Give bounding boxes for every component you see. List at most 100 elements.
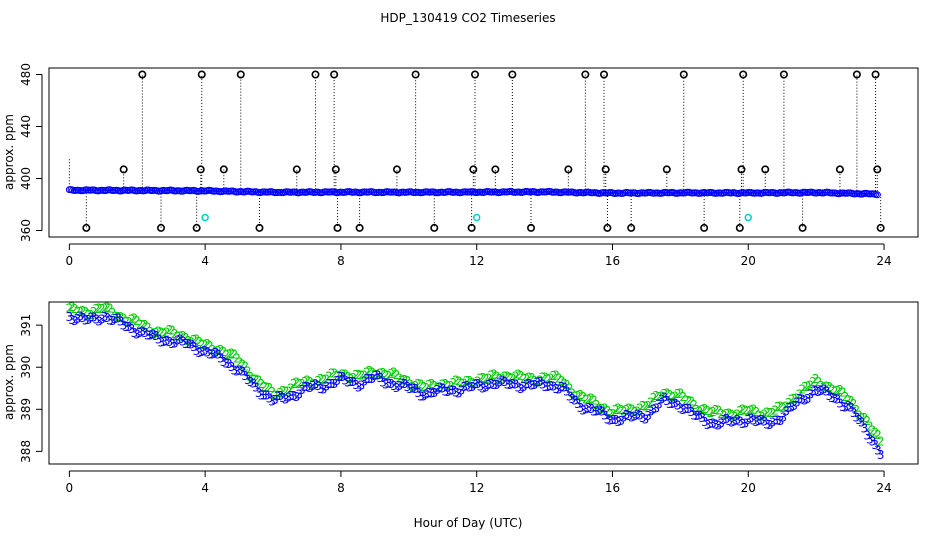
bottom-y-tick-label: 391 (19, 314, 33, 337)
bottom-series-2-point: 2 (807, 379, 815, 393)
top-spike-marker (491, 165, 500, 174)
bottom-series-3-point: 3 (458, 384, 466, 398)
bottom-series-3-point: 3 (358, 378, 366, 392)
bottom-series-3-point: 3 (368, 372, 376, 386)
bottom-series-2-point: 2 (74, 305, 82, 319)
bottom-series-2-point: 2 (785, 396, 793, 410)
bottom-series-3-point: 3 (766, 418, 774, 432)
bottom-series-2-point: 2 (222, 348, 230, 362)
bottom-series-2-point: 2 (547, 372, 555, 386)
bottom-series-2-point: 2 (604, 404, 612, 418)
bottom-series-3-point: 3 (574, 397, 582, 411)
bottom-series-3-point: 3 (382, 377, 390, 391)
top-spike-marker (873, 165, 882, 174)
bottom-series-2-point: 2 (133, 314, 141, 328)
bottom-series-2-point: 2 (831, 385, 839, 399)
bottom-series-2-point: 2 (658, 390, 666, 404)
bottom-series-3-point: 3 (233, 365, 241, 379)
bottom-series-2-point: 2 (71, 302, 79, 316)
bottom-series-3-point: 3 (636, 408, 644, 422)
bottom-series-2-point: 2 (452, 374, 460, 388)
bottom-series-2-point: 2 (401, 373, 409, 387)
bottom-series-2-point: 2 (136, 317, 144, 331)
bottom-series-2-point: 2 (439, 378, 447, 392)
bottom-series-3-point: 3 (798, 392, 806, 406)
bottom-series-2-point: 2 (214, 344, 222, 358)
bottom-series-3-point: 3 (125, 320, 133, 334)
bottom-series-2-point: 2 (633, 405, 641, 419)
bottom-series-3-point: 3 (555, 382, 563, 396)
bottom-series-3-point: 3 (317, 382, 325, 396)
bottom-series-3-point: 3 (625, 409, 633, 423)
bottom-series-3-point: 3 (355, 380, 363, 394)
bottom-series-2-point: 2 (766, 406, 774, 420)
bottom-series-3-point: 3 (715, 418, 723, 432)
bottom-series-3-point: 3 (496, 375, 504, 389)
bottom-series-2-point: 2 (328, 366, 336, 380)
bottom-series-3-point: 3 (141, 326, 149, 340)
bottom-series-3-point: 3 (387, 377, 395, 391)
bottom-series-3-point: 3 (152, 329, 160, 343)
bottom-series-2-point: 2 (147, 325, 155, 339)
bottom-series-3-point: 3 (712, 418, 720, 432)
bottom-series-3-point: 3 (328, 377, 336, 391)
bottom-series-3-point: 3 (431, 386, 439, 400)
top-spike-marker (292, 165, 301, 174)
bottom-series-3-point: 3 (517, 382, 525, 396)
bottom-series-3-point: 3 (487, 377, 495, 391)
bottom-series-2-point: 2 (190, 333, 198, 347)
bottom-series-2-point: 2 (479, 371, 487, 385)
bottom-x-tick-label: 12 (469, 481, 484, 495)
bottom-series-2-point: 2 (447, 379, 455, 393)
bottom-series-2-point: 2 (228, 346, 236, 360)
bottom-series-3-point: 3 (590, 404, 598, 418)
bottom-series-2-point: 2 (528, 371, 536, 385)
bottom-series-2-point: 2 (90, 305, 98, 319)
bottom-series-3-point: 3 (709, 416, 717, 430)
bottom-series-3-point: 3 (679, 403, 687, 417)
top-spike-marker (564, 165, 573, 174)
bottom-series-3-point: 3 (101, 310, 109, 324)
bottom-series-3-point: 3 (809, 384, 817, 398)
top-spike-lines (68, 74, 882, 228)
bottom-series-2-point: 2 (358, 369, 366, 383)
bottom-series-2-point: 2 (858, 411, 866, 425)
bottom-series-3-point: 3 (212, 346, 220, 360)
bottom-series-3-point: 3 (704, 418, 712, 432)
bottom-series-2-point: 2 (112, 310, 120, 324)
top-spike-marker (333, 223, 342, 232)
bottom-series-2-point: 2 (371, 368, 379, 382)
bottom-x-tick-label: 8 (337, 481, 345, 495)
bottom-series-3-point: 3 (828, 391, 836, 405)
bottom-series-2-point: 2 (647, 395, 655, 409)
bottom-series-2-point: 2 (282, 384, 290, 398)
bottom-series-3-point: 3 (717, 417, 725, 431)
bottom-series-2-point: 2 (382, 368, 390, 382)
bottom-series-3-point: 3 (112, 312, 120, 326)
bottom-series-3-point: 3 (103, 311, 111, 325)
top-spike-marker (735, 223, 744, 232)
bottom-series-3-point: 3 (398, 377, 406, 391)
top-y-tick-label: 480 (19, 63, 33, 86)
bottom-series-3-point: 3 (109, 314, 117, 328)
bottom-series-2-point: 2 (477, 372, 485, 386)
bottom-series-2-point: 2 (157, 325, 165, 339)
bottom-series-3-point: 3 (796, 392, 804, 406)
bottom-series-2-point: 2 (101, 301, 109, 315)
bottom-series-3-point: 3 (728, 416, 736, 430)
bottom-series-3-point: 3 (631, 410, 639, 424)
bottom-series-2-point: 2 (585, 393, 593, 407)
top-spike-marker (627, 223, 636, 232)
top-spike-marker (467, 223, 476, 232)
bottom-series-3-point: 3 (761, 415, 769, 429)
top-spike-marker (581, 70, 590, 79)
x-axis-label: Hour of Day (UTC) (414, 516, 523, 530)
bottom-series-2-point: 2 (293, 376, 301, 390)
bottom-series-3-point: 3 (866, 433, 874, 447)
bottom-series-2-point: 2 (596, 402, 604, 416)
bottom-series-3-point: 3 (774, 414, 782, 428)
bottom-series-2-point: 2 (395, 372, 403, 386)
bottom-series-3-point: 3 (642, 412, 650, 426)
bottom-series-2-point: 2 (652, 389, 660, 403)
bottom-series-3-point: 3 (114, 311, 122, 325)
